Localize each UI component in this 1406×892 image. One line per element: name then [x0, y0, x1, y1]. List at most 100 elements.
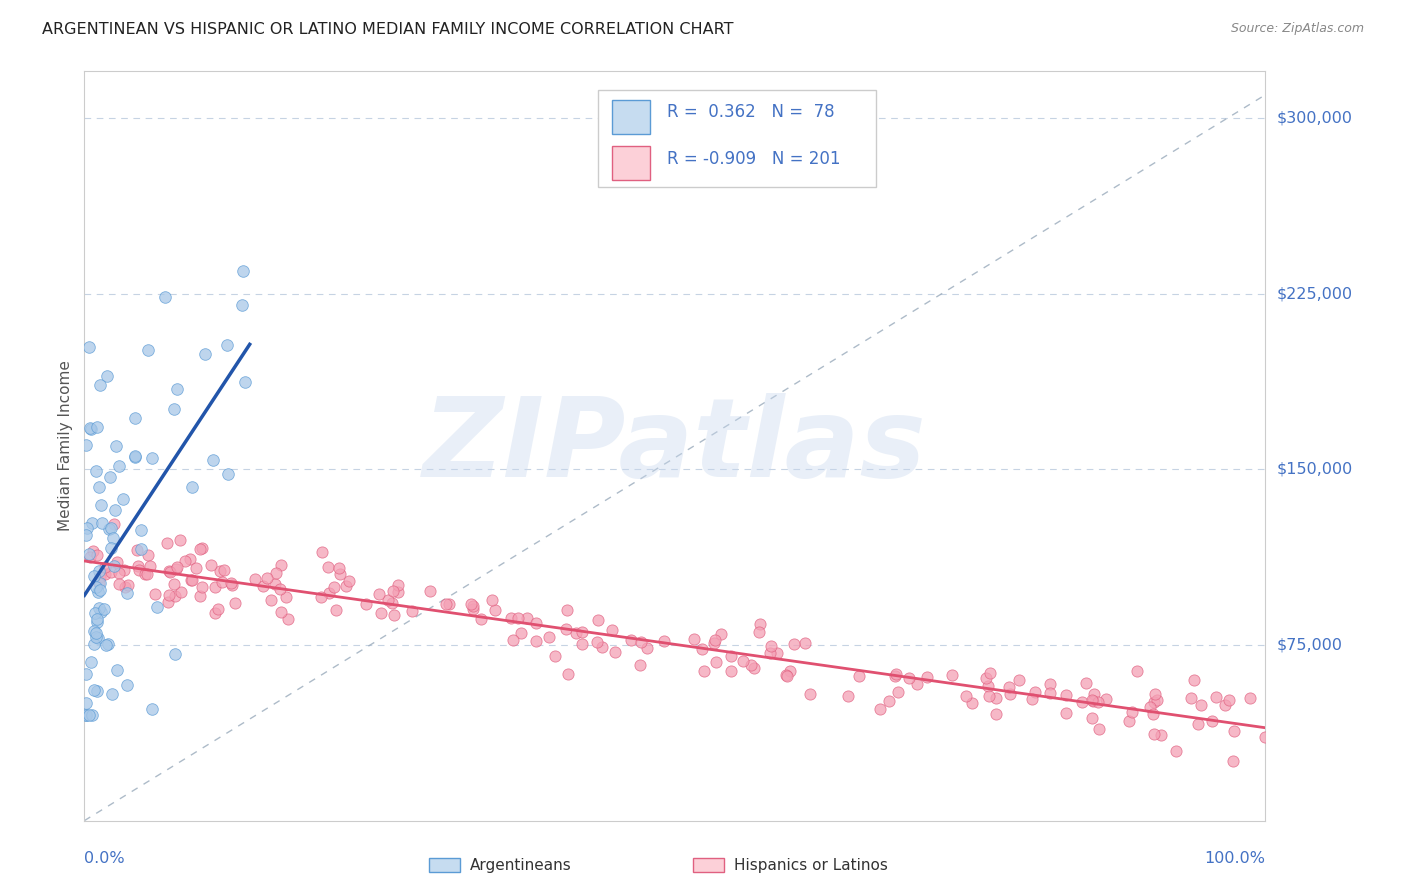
Point	[93, 601, 115, 615]
Point	[898, 671, 921, 685]
Point	[117, 578, 139, 592]
Point	[869, 701, 891, 715]
Point	[600, 623, 623, 637]
Point	[309, 590, 332, 604]
Point	[104, 439, 127, 453]
Point	[83, 637, 105, 651]
Point	[163, 647, 186, 661]
Point	[204, 606, 226, 620]
Point	[162, 577, 184, 591]
Point	[105, 555, 128, 569]
Point	[174, 554, 197, 568]
Point	[565, 625, 588, 640]
Point	[1180, 690, 1202, 705]
Point	[136, 343, 159, 358]
Point	[75, 708, 97, 723]
Point	[744, 661, 766, 675]
Point	[354, 597, 377, 611]
Point	[114, 580, 136, 594]
Point	[90, 498, 112, 512]
Point	[794, 635, 817, 649]
Point	[848, 669, 870, 683]
Point	[1142, 706, 1164, 721]
Point	[628, 658, 651, 673]
Point	[1150, 728, 1173, 742]
Point	[190, 589, 212, 603]
Point	[157, 564, 180, 578]
Point	[941, 667, 963, 681]
Point	[1021, 691, 1043, 706]
Point	[252, 579, 274, 593]
Point	[94, 567, 117, 582]
Point	[682, 632, 704, 646]
Point	[82, 544, 104, 558]
Point	[1095, 691, 1118, 706]
Point	[463, 602, 485, 616]
Text: ARGENTINEAN VS HISPANIC OR LATINO MEDIAN FAMILY INCOME CORRELATION CHART: ARGENTINEAN VS HISPANIC OR LATINO MEDIAN…	[42, 22, 734, 37]
Point	[329, 567, 352, 582]
Point	[108, 458, 131, 473]
Point	[555, 603, 578, 617]
Point	[157, 587, 180, 601]
Point	[974, 671, 997, 685]
Point	[115, 678, 138, 692]
Point	[219, 576, 242, 591]
Text: Argentineans: Argentineans	[470, 858, 571, 872]
Point	[96, 369, 118, 384]
Point	[1080, 710, 1102, 724]
Point	[998, 680, 1021, 694]
Point	[75, 438, 97, 452]
Point	[79, 550, 101, 565]
Point	[98, 470, 121, 484]
Point	[740, 657, 762, 672]
Point	[1118, 714, 1140, 728]
Point	[97, 637, 120, 651]
Point	[1218, 692, 1240, 706]
Point	[759, 646, 782, 660]
Point	[103, 517, 125, 532]
Point	[89, 583, 111, 598]
Point	[94, 638, 117, 652]
Point	[260, 593, 283, 607]
Point	[124, 450, 146, 465]
Point	[129, 524, 152, 538]
Point	[75, 696, 97, 710]
Point	[318, 586, 340, 600]
Point	[526, 616, 548, 631]
Point	[1144, 687, 1167, 701]
Point	[124, 411, 146, 425]
Point	[603, 645, 626, 659]
Point	[977, 689, 1000, 703]
Point	[325, 603, 347, 617]
Point	[837, 689, 859, 703]
Point	[731, 654, 754, 668]
Point	[166, 382, 188, 396]
Point	[955, 690, 977, 704]
Point	[157, 595, 180, 609]
Point	[328, 560, 350, 574]
Point	[77, 340, 100, 354]
Point	[84, 626, 107, 640]
Point	[159, 565, 181, 579]
Point	[277, 612, 299, 626]
Point	[256, 571, 278, 585]
Point	[508, 611, 530, 625]
Point	[311, 545, 333, 559]
Point	[75, 667, 97, 681]
FancyBboxPatch shape	[429, 858, 460, 872]
Point	[1054, 688, 1077, 702]
Point	[316, 559, 339, 574]
Point	[139, 558, 162, 573]
FancyBboxPatch shape	[693, 858, 724, 872]
Point	[270, 558, 292, 572]
Point	[103, 558, 125, 573]
Point	[90, 605, 112, 619]
Point	[200, 558, 222, 573]
Point	[86, 548, 108, 562]
Point	[1126, 664, 1149, 678]
Point	[1081, 693, 1104, 707]
Point	[783, 637, 806, 651]
Text: $225,000: $225,000	[1277, 286, 1353, 301]
Point	[75, 708, 97, 723]
Point	[101, 531, 124, 545]
